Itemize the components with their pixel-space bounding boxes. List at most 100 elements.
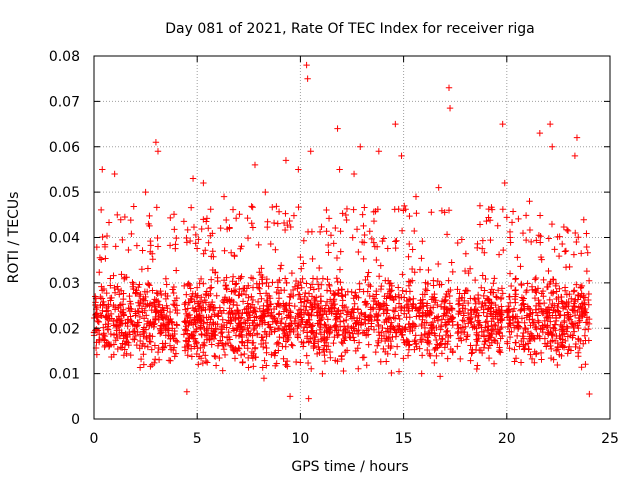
- data-point: [454, 321, 461, 328]
- data-point: [314, 309, 322, 316]
- data-point: [553, 295, 560, 303]
- data-point: [294, 332, 301, 340]
- data-point: [231, 252, 238, 260]
- data-point: [384, 350, 391, 358]
- data-point: [339, 302, 346, 309]
- data-point: [287, 223, 294, 231]
- data-point: [399, 331, 406, 339]
- data-point: [333, 311, 340, 318]
- data-point: [421, 324, 429, 332]
- data-point: [572, 296, 579, 303]
- data-point: [294, 310, 301, 317]
- data-point: [406, 288, 414, 295]
- data-point: [496, 310, 504, 318]
- data-point: [140, 333, 147, 340]
- data-point: [486, 342, 494, 349]
- data-point: [119, 236, 126, 244]
- data-point: [350, 206, 357, 213]
- data-point: [236, 285, 243, 293]
- data-point: [487, 236, 494, 244]
- data-point: [482, 275, 489, 283]
- data-point: [183, 234, 190, 242]
- data-point: [185, 280, 192, 287]
- data-point: [110, 331, 118, 339]
- data-point: [188, 353, 196, 360]
- data-point: [418, 352, 426, 359]
- data-point: [422, 285, 429, 293]
- data-point: [237, 351, 245, 359]
- data-point: [441, 209, 448, 216]
- data-point: [297, 253, 304, 261]
- data-point: [288, 269, 296, 277]
- data-point: [518, 315, 526, 322]
- data-point: [463, 287, 470, 294]
- data-point: [160, 315, 167, 322]
- data-point: [308, 304, 315, 311]
- data-point: [419, 313, 426, 321]
- data-point: [294, 285, 301, 292]
- data-point: [406, 296, 414, 304]
- data-point: [559, 326, 566, 334]
- data-point: [336, 313, 343, 321]
- data-point: [102, 255, 109, 262]
- data-point: [413, 313, 420, 320]
- data-point: [455, 297, 462, 305]
- data-point: [280, 300, 287, 307]
- data-point: [263, 349, 270, 356]
- data-point: [300, 237, 308, 244]
- data-point: [383, 358, 390, 365]
- data-point: [449, 268, 456, 276]
- data-point: [336, 266, 344, 273]
- data-point: [560, 223, 568, 231]
- data-point: [147, 363, 154, 370]
- data-point: [570, 251, 578, 258]
- data-point: [363, 361, 370, 369]
- data-point: [259, 364, 266, 371]
- data-point: [532, 306, 539, 314]
- data-point: [201, 296, 208, 304]
- data-point: [316, 228, 324, 236]
- data-point: [102, 321, 109, 328]
- data-point: [239, 339, 246, 347]
- data-point: [540, 299, 548, 307]
- data-point: [570, 300, 578, 307]
- data-point: [195, 312, 203, 320]
- data-point: [115, 304, 122, 312]
- data-point: [395, 284, 402, 291]
- data-point: [277, 265, 284, 272]
- data-point: [348, 288, 355, 296]
- data-point: [582, 309, 590, 316]
- data-point: [237, 245, 244, 252]
- data-point: [96, 254, 104, 261]
- data-point: [544, 340, 551, 347]
- data-point: [395, 312, 402, 319]
- data-point: [210, 304, 217, 312]
- data-point: [568, 295, 575, 302]
- data-point: [196, 324, 204, 332]
- data-point: [580, 340, 587, 347]
- data-point: [531, 348, 538, 356]
- data-point-peak: [412, 193, 420, 200]
- data-point: [300, 310, 308, 318]
- data-point: [148, 361, 156, 368]
- data-point: [316, 326, 324, 334]
- data-point: [189, 290, 196, 297]
- data-point: [536, 212, 544, 219]
- data-point: [121, 331, 129, 339]
- data-point: [445, 288, 452, 295]
- data-point: [438, 350, 446, 357]
- data-point: [467, 319, 474, 326]
- data-point: [123, 350, 130, 357]
- data-point: [475, 298, 483, 306]
- data-point: [326, 296, 334, 303]
- data-point: [261, 357, 268, 364]
- data-point: [544, 322, 551, 330]
- data-point: [386, 328, 394, 336]
- data-point: [214, 312, 221, 319]
- data-point: [309, 305, 316, 313]
- data-point: [318, 223, 325, 231]
- data-point: [442, 293, 449, 301]
- data-point: [585, 325, 592, 333]
- data-point: [247, 304, 254, 312]
- data-point: [271, 352, 278, 359]
